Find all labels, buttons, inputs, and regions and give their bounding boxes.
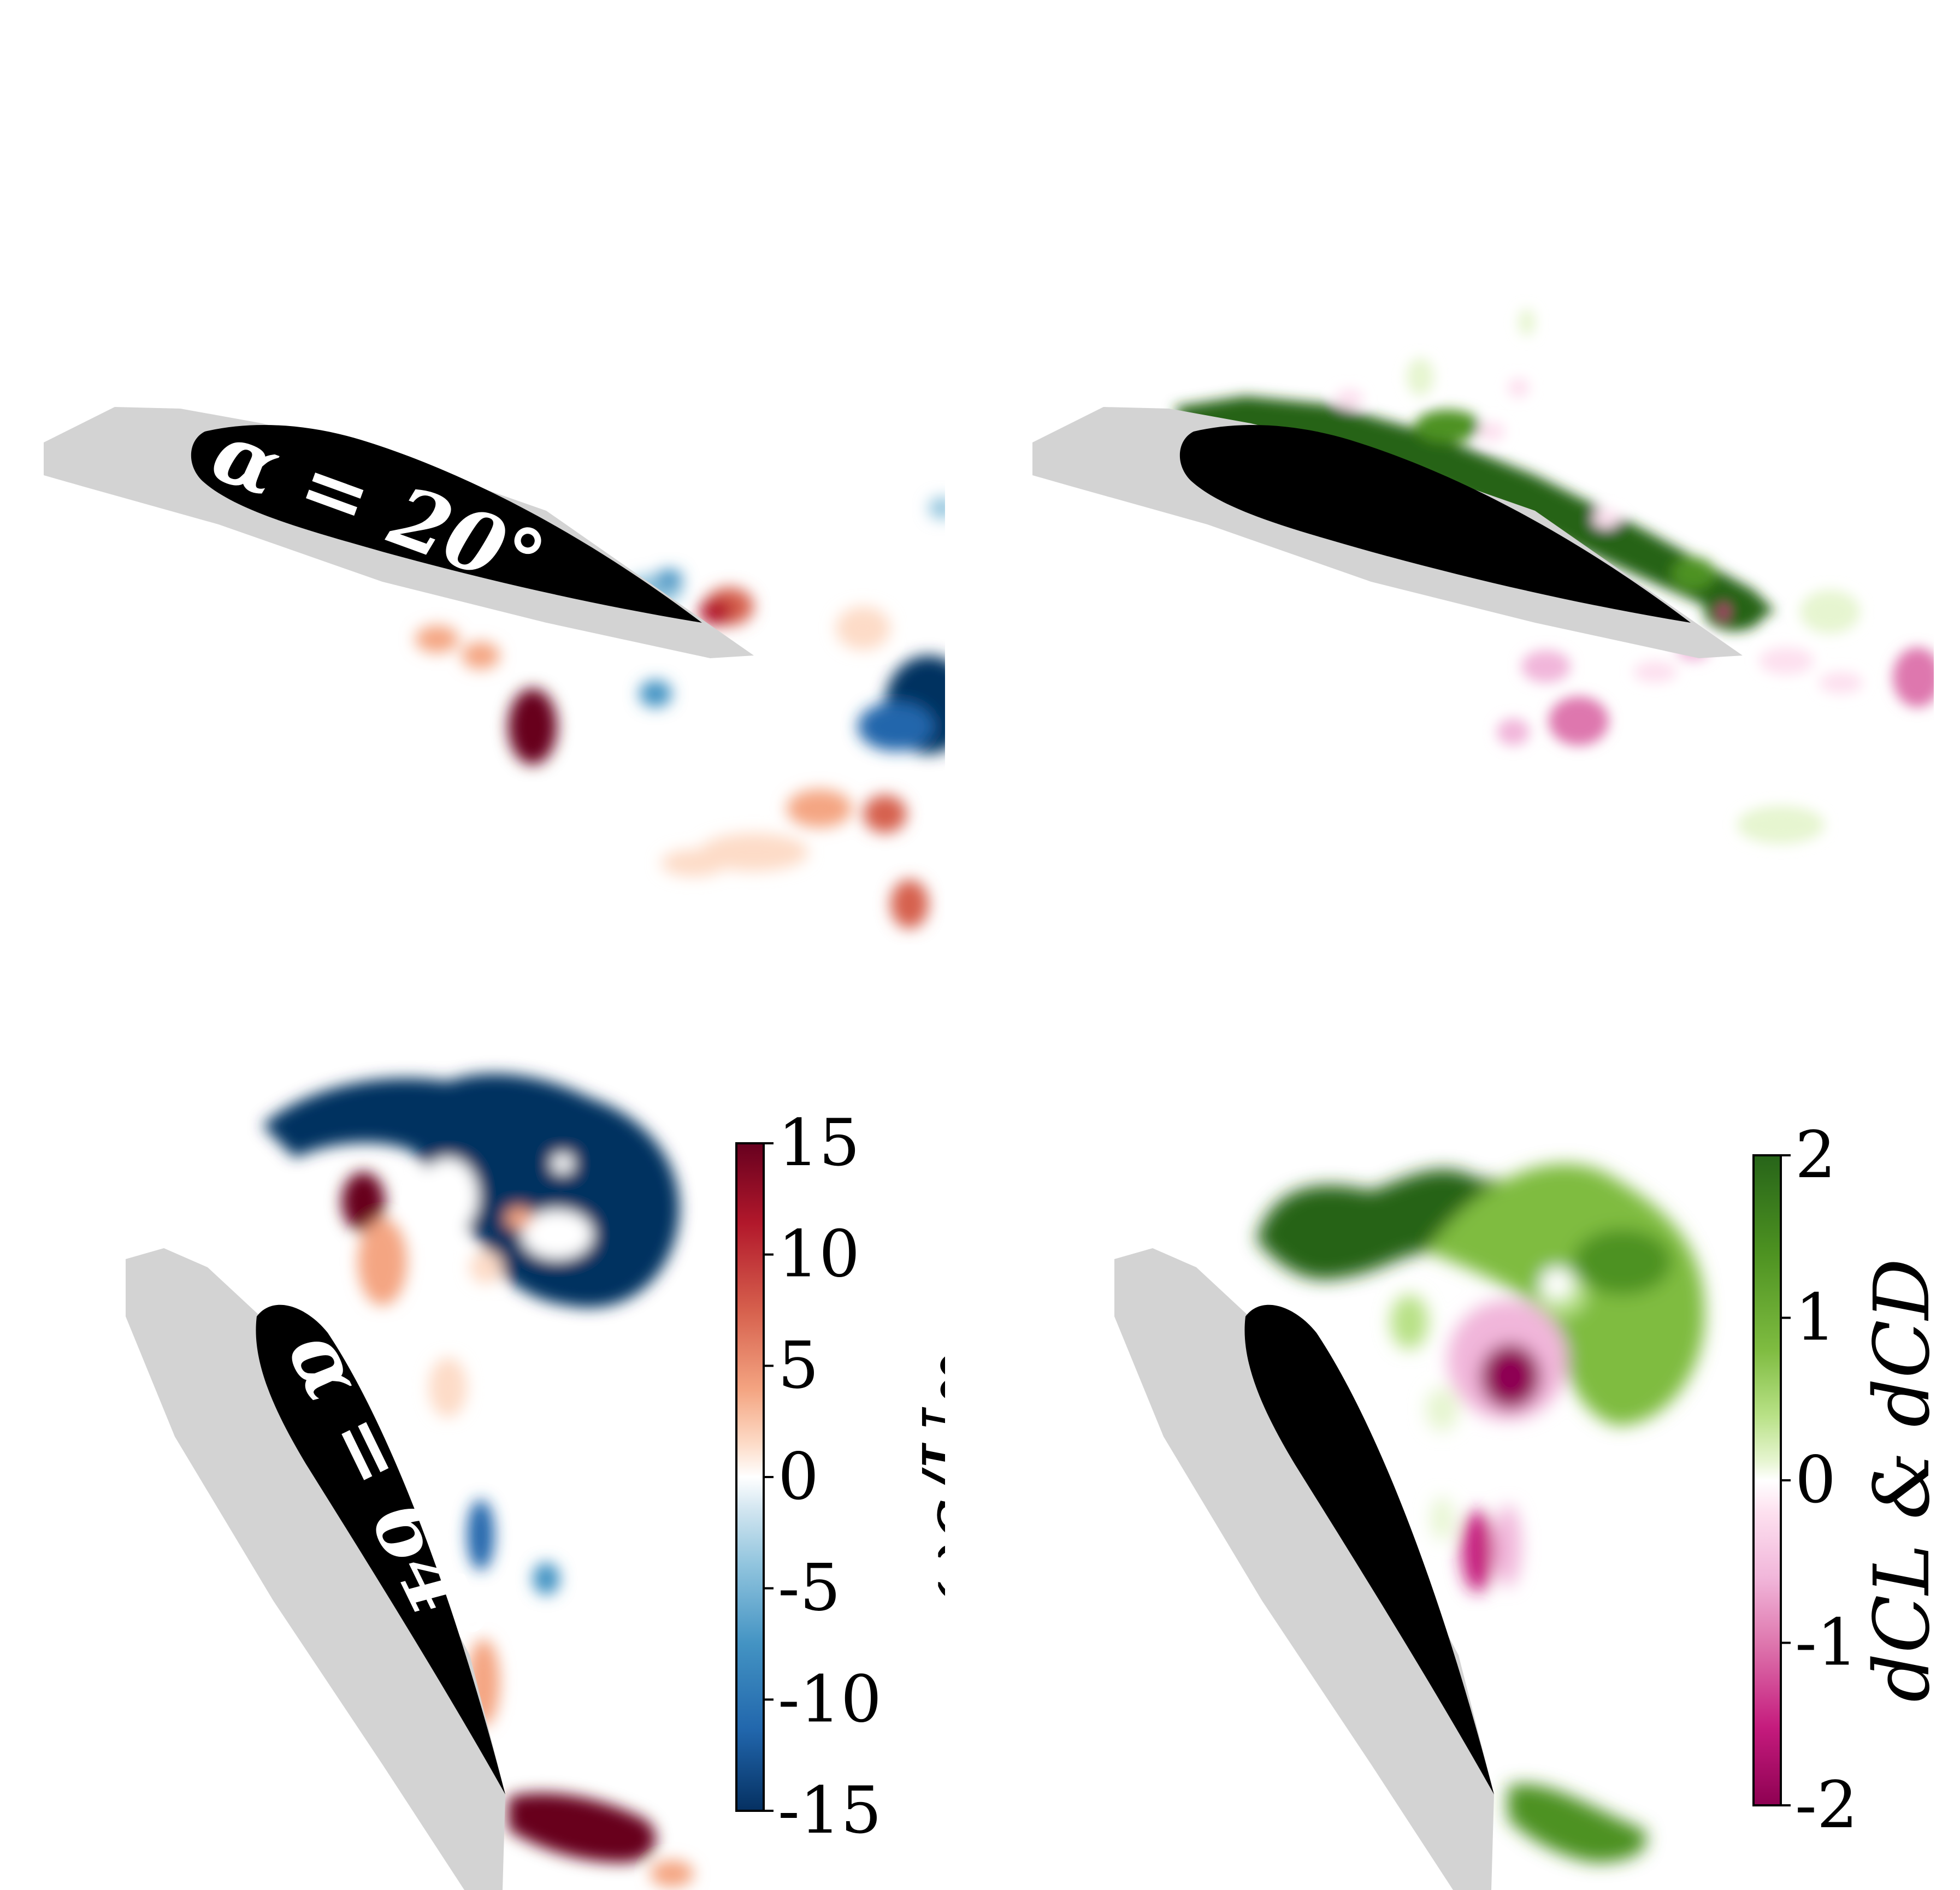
vorticity-colorbar: 15 10 5 0 -5 -10 -15 ωc/U∞ [735, 1105, 945, 1848]
vorticity-blobs [415, 497, 945, 929]
airfoil [1244, 1304, 1494, 1794]
vorticity-colorbar-tick-label: 15 [778, 1105, 860, 1180]
vorticity-colorbar-tick-label: -15 [778, 1773, 882, 1848]
force-colorbar-label: dCL & dCD [1858, 1259, 1934, 1702]
force-colorbar-tick-label: -2 [1795, 1767, 1858, 1842]
force-colorbar-tick-label: -1 [1795, 1605, 1858, 1680]
force-colorbar-gradient [1752, 1154, 1782, 1806]
airfoil [1179, 425, 1691, 623]
force-field-alpha-20 [989, 0, 1934, 945]
force-blobs [1174, 309, 1934, 844]
airfoil-shadow [126, 1248, 505, 1890]
vorticity-blobs [262, 1073, 694, 1887]
vorticity-colorbar-label: ωc/U∞ [907, 1345, 945, 1604]
force-field-alpha-64: 2 1 0 -1 -2 dCL & dCD [989, 945, 1934, 1890]
vorticity-colorbar-gradient [735, 1142, 765, 1812]
force-panel-alpha-20 [989, 0, 1934, 945]
vorticity-colorbar-ticks: 15 10 5 0 -5 -10 -15 [764, 1105, 882, 1848]
vorticity-panel-alpha-20: α = 20° [0, 0, 945, 945]
vorticity-colorbar-tick-label: -10 [778, 1661, 882, 1737]
airfoil [191, 425, 702, 623]
force-colorbar: 2 1 0 -1 -2 dCL & dCD [1752, 1117, 1934, 1842]
vorticity-field-alpha-20: α = 20° [0, 0, 945, 945]
force-colorbar-tick-label: 1 [1795, 1280, 1836, 1355]
force-blobs [1256, 1163, 1705, 1863]
force-panel-alpha-64: 2 1 0 -1 -2 dCL & dCD [989, 945, 1934, 1890]
vorticity-colorbar-tick-label: 0 [778, 1439, 819, 1514]
airfoil-shadow [1114, 1248, 1494, 1890]
vorticity-colorbar-tick-label: 10 [778, 1216, 860, 1292]
vorticity-colorbar-tick-label: -5 [778, 1550, 841, 1626]
vorticity-panel-alpha-64: α = 64° 15 10 5 0 -5 -10 -15 ωc/U∞ [0, 945, 945, 1890]
vorticity-colorbar-tick-label: 5 [778, 1327, 819, 1403]
force-colorbar-tick-label: 0 [1795, 1442, 1836, 1517]
force-colorbar-ticks: 2 1 0 -1 -2 [1781, 1117, 1858, 1842]
airfoil [256, 1304, 505, 1794]
force-colorbar-tick-label: 2 [1795, 1117, 1836, 1192]
